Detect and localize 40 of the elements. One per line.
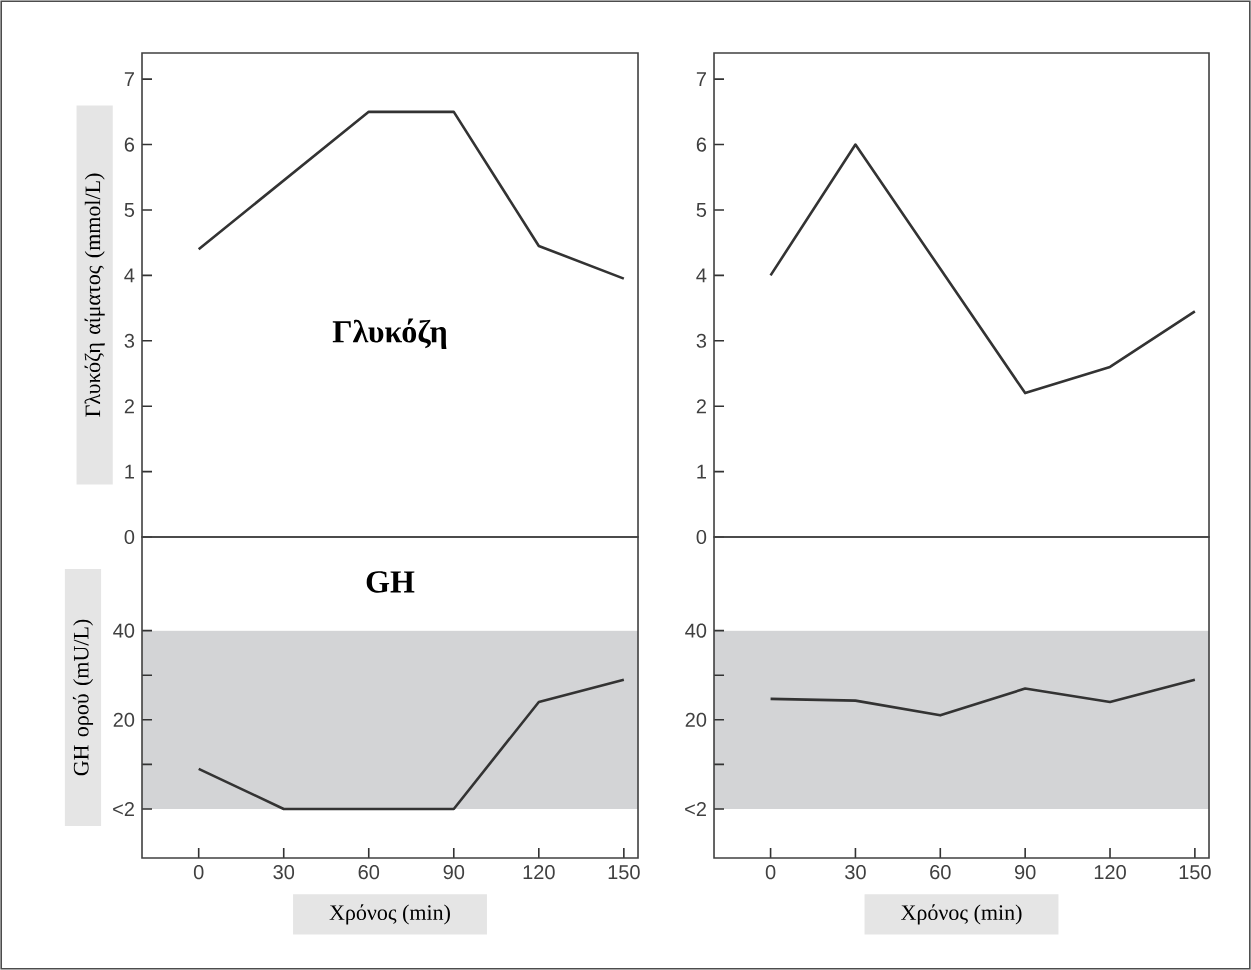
y-tick-label: 3	[696, 333, 707, 348]
annotation: Γλυκόζη	[332, 318, 447, 350]
y-tick-label: 20	[685, 712, 707, 727]
y-tick-label: 4	[124, 268, 135, 283]
y-tick-label: 6	[124, 137, 135, 152]
x-tick-label: 30	[273, 865, 295, 880]
x-tick-label: 0	[765, 865, 776, 880]
x-axis-title: Χρόνος (min)	[901, 904, 1022, 925]
y-tick-label: 2	[124, 399, 134, 414]
y-tick-label: 40	[113, 623, 135, 638]
y-tick-label: 5	[124, 202, 135, 217]
y-tick-label: 0	[124, 529, 135, 545]
y-tick-label: 1	[125, 464, 134, 479]
x-tick-label: 60	[930, 865, 951, 880]
y-tick-label: <2	[113, 801, 134, 816]
y-tick-label: 7	[124, 72, 134, 87]
x-tick-label: 150	[1179, 865, 1211, 880]
x-tick-label: 120	[1094, 865, 1126, 880]
x-tick-label: 90	[443, 865, 465, 880]
y-axis-title: GH ορού (mU/L)	[72, 619, 94, 776]
x-tick-label: 120	[523, 865, 555, 880]
y-tick-label: 2	[696, 399, 706, 414]
y-axis-title: Γλυκόζη αίματος (mmol/L)	[84, 173, 105, 417]
x-tick-label: 150	[608, 865, 640, 880]
x-tick-label: 0	[193, 865, 204, 880]
y-tick-label: 1	[697, 464, 706, 479]
y-tick-label: 4	[696, 268, 707, 283]
x-tick-label: 30	[845, 865, 866, 880]
y-tick-label: <2	[685, 801, 706, 816]
x-tick-label: 90	[1014, 865, 1036, 880]
annotation: GH	[366, 571, 415, 593]
y-tick-label: 20	[113, 712, 135, 727]
x-tick-label: 60	[358, 865, 380, 880]
x-axis-title: Χρόνος (min)	[329, 904, 450, 925]
y-tick-label: 3	[124, 333, 135, 348]
y-tick-label: 7	[696, 72, 706, 87]
y-tick-label: 6	[696, 137, 707, 152]
y-tick-label: 40	[685, 623, 707, 638]
y-tick-label: 5	[696, 202, 707, 217]
y-tick-label: 0	[696, 529, 707, 545]
